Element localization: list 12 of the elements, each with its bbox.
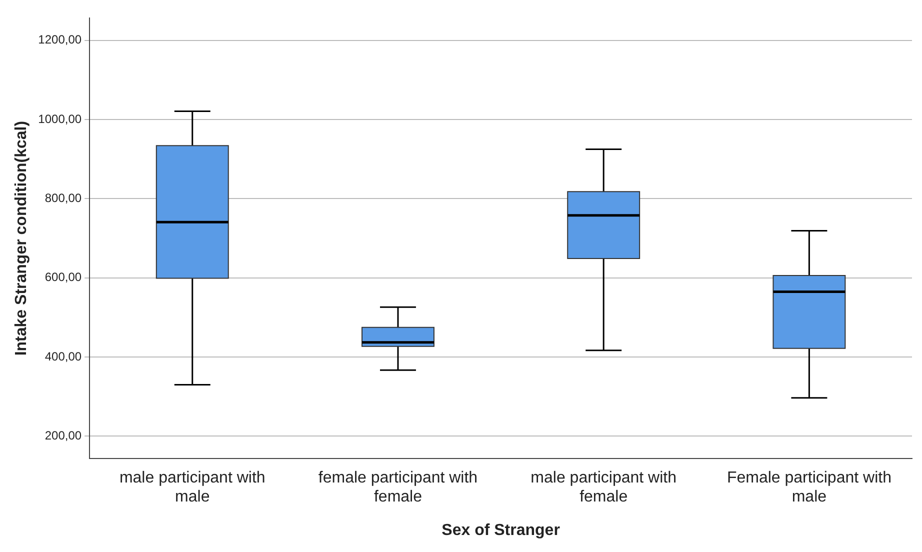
y-tick-label: 1200,00 xyxy=(38,32,82,47)
y-tick-label: 800,00 xyxy=(44,191,82,206)
x-tick-label: male participant with male xyxy=(119,469,266,506)
y-tick-label: 200,00 xyxy=(44,428,82,443)
x-tick-label: male participant with female xyxy=(530,469,677,506)
y-tick-label: 600,00 xyxy=(44,270,82,284)
x-axis-title: Sex of Stranger xyxy=(442,522,560,539)
y-axis-title: Intake Stranger condition(kcal) xyxy=(13,120,30,356)
x-tick-label: female participant with female xyxy=(318,469,478,506)
y-tick-label: 1000,00 xyxy=(38,112,82,126)
x-tick-label: Female participant with male xyxy=(726,469,892,506)
y-tick-label: 400,00 xyxy=(44,349,82,364)
